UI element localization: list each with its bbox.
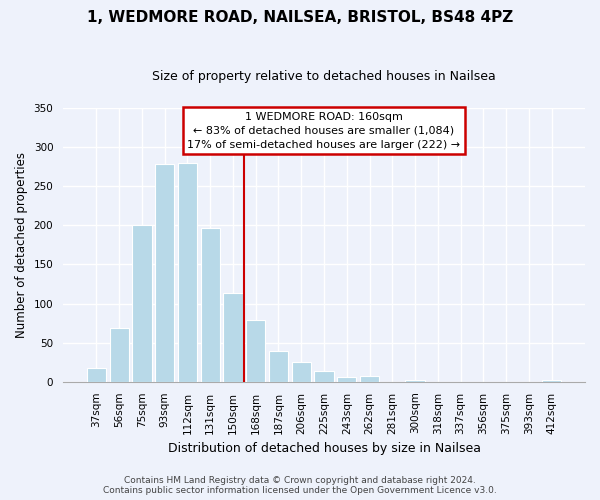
Bar [200, 228, 220, 382]
Bar [155, 164, 175, 382]
Text: 1, WEDMORE ROAD, NAILSEA, BRISTOL, BS48 4PZ: 1, WEDMORE ROAD, NAILSEA, BRISTOL, BS48 … [87, 10, 513, 25]
Bar [223, 292, 242, 382]
Text: 1 WEDMORE ROAD: 160sqm
← 83% of detached houses are smaller (1,084)
17% of semi-: 1 WEDMORE ROAD: 160sqm ← 83% of detached… [187, 112, 461, 150]
Bar [132, 225, 152, 382]
Bar [178, 164, 197, 382]
Bar [246, 320, 265, 382]
Bar [314, 371, 334, 382]
Y-axis label: Number of detached properties: Number of detached properties [15, 152, 28, 338]
Bar [360, 376, 379, 382]
Bar [110, 328, 129, 382]
Bar [292, 362, 311, 382]
Bar [87, 368, 106, 382]
Bar [542, 380, 561, 382]
Bar [406, 380, 425, 382]
Title: Size of property relative to detached houses in Nailsea: Size of property relative to detached ho… [152, 70, 496, 83]
Text: Contains HM Land Registry data © Crown copyright and database right 2024.
Contai: Contains HM Land Registry data © Crown c… [103, 476, 497, 495]
X-axis label: Distribution of detached houses by size in Nailsea: Distribution of detached houses by size … [167, 442, 481, 455]
Bar [269, 350, 288, 382]
Bar [337, 377, 356, 382]
